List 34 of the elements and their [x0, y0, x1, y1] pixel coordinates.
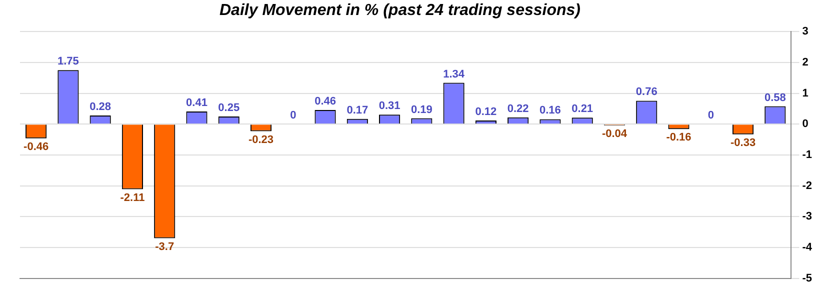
data-label: 0.46 — [314, 95, 336, 108]
data-label: 0.28 — [90, 101, 112, 114]
y-tick-label: -5 — [802, 272, 812, 284]
y-tick-label: -1 — [802, 149, 812, 162]
data-label: -0.16 — [666, 132, 692, 144]
data-label: -0.04 — [602, 128, 628, 140]
data-label: 0.41 — [186, 97, 208, 110]
data-label: 0.16 — [540, 104, 561, 117]
y-tick-label: -2 — [802, 180, 812, 192]
data-label: -0.23 — [248, 134, 274, 146]
data-label: 0.25 — [218, 102, 240, 114]
y-tick-label: 1 — [802, 87, 808, 100]
data-label: 0.17 — [346, 104, 368, 116]
data-label: 0 — [708, 110, 714, 122]
data-label: -0.46 — [24, 140, 49, 153]
data-label: 0.58 — [764, 92, 786, 104]
data-label: 0 — [290, 110, 296, 122]
data-label: 1.34 — [443, 68, 466, 80]
data-label: -3.7 — [155, 240, 174, 253]
data-label: -2.11 — [120, 192, 145, 204]
data-label: -0.33 — [730, 136, 756, 149]
data-label: 0.76 — [636, 86, 658, 98]
data-label: 0.19 — [410, 104, 432, 116]
data-label: 0.22 — [507, 102, 529, 115]
chart-title: Daily Movement in % (past 24 trading sessions) — [218, 1, 582, 21]
y-tick-label: -3 — [802, 210, 812, 223]
data-label: 0.31 — [378, 100, 400, 112]
data-label: 1.75 — [57, 56, 79, 68]
data-label: 0.12 — [475, 106, 497, 118]
y-tick-label: 2 — [802, 56, 808, 68]
y-tick-label: 3 — [802, 26, 808, 38]
y-tick-label: 0 — [802, 118, 808, 130]
y-tick-label: -4 — [802, 242, 813, 254]
data-label: 0.21 — [572, 103, 594, 116]
